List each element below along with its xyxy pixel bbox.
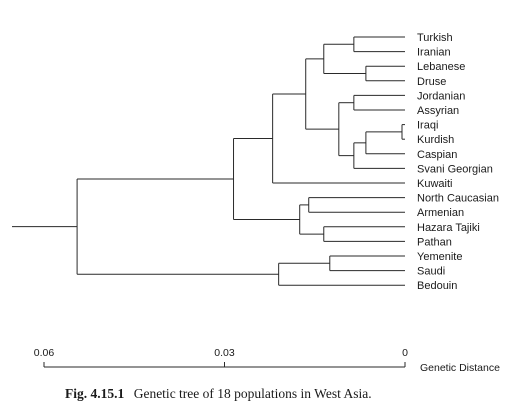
axis-label: Genetic Distance xyxy=(420,362,500,374)
leaf-label-bedouin: Bedouin xyxy=(417,280,457,292)
leaf-label-jordanian: Jordanian xyxy=(417,90,465,102)
leaf-label-kurdish: Kurdish xyxy=(417,134,454,146)
scale-tick-label-0: 0.06 xyxy=(34,347,55,359)
tree-branches xyxy=(12,36,405,286)
scale-ticks: 0.06 0.03 0 xyxy=(34,347,408,367)
leaf-label-saudi: Saudi xyxy=(417,266,445,278)
leaf-label-north-caucasian: North Caucasian xyxy=(417,193,499,205)
leaf-label-kuwaiti: Kuwaiti xyxy=(417,178,452,190)
leaf-label-caspian: Caspian xyxy=(417,149,457,161)
leaf-label-lebanese: Lebanese xyxy=(417,61,465,73)
figure-caption: Fig. 4.15.1 Genetic tree of 18 populatio… xyxy=(65,385,372,402)
leaf-label-hazara-tajiki: Hazara Tajiki xyxy=(417,222,480,234)
leaf-label-druse: Druse xyxy=(417,76,446,88)
leaf-label-svani-georgian: Svani Georgian xyxy=(417,163,493,175)
leaf-label-yemenite: Yemenite xyxy=(417,251,462,263)
scale-tick-label-1: 0.03 xyxy=(214,347,235,359)
leaf-labels: Turkish Iranian Lebanese Druse Jordanian Assy… xyxy=(417,32,499,292)
svg-text:Fig. 4.15.1 Genetic tree: Fig. 4.15.1 Genetic tree of 18 populatio… xyxy=(65,385,372,402)
distance-scale: 0.06 0.03 0 Genetic Distance xyxy=(34,347,500,374)
leaf-label-turkish: Turkish xyxy=(417,32,453,44)
scale-tick-label-2: 0 xyxy=(402,347,408,359)
leaf-label-assyrian: Assyrian xyxy=(417,105,459,117)
leaf-label-iraqi: Iraqi xyxy=(417,120,438,132)
caption-text: Genetic tree of 18 populations in West A… xyxy=(134,386,372,401)
leaf-label-iranian: Iranian xyxy=(417,47,451,59)
leaf-label-armenian: Armenian xyxy=(417,207,464,219)
caption-label: Fig. 4.15.1 xyxy=(65,386,124,401)
leaf-label-pathan: Pathan xyxy=(417,236,452,248)
